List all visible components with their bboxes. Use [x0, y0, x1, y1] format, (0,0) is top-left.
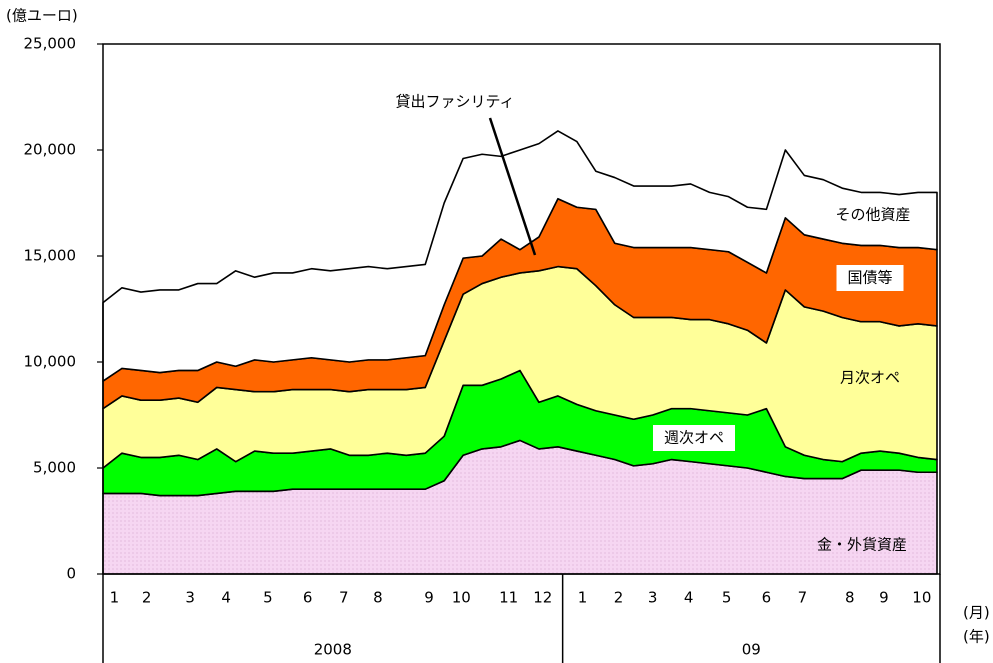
- x-tick-label: 7: [798, 589, 808, 607]
- y-tick-label: 15,000: [24, 247, 77, 265]
- annotation: 貸出ファシリティ: [395, 93, 514, 111]
- x-tick-label: 5: [263, 589, 273, 607]
- x-tick-label: 6: [762, 589, 772, 607]
- x-year-unit: (年): [963, 628, 990, 646]
- x-tick-label: 6: [303, 589, 313, 607]
- x-tick-label: 1: [578, 589, 588, 607]
- y-tick-label: 10,000: [24, 353, 77, 371]
- x-tick-label: 9: [879, 589, 889, 607]
- x-tick-label: 11: [499, 589, 518, 607]
- areas: [102, 130, 938, 575]
- x-tick-label: 4: [684, 589, 694, 607]
- x-tick-label: 9: [424, 589, 434, 607]
- series-label: 月次オペ: [840, 369, 900, 387]
- label-box: [836, 265, 904, 291]
- x-tick-label: 3: [185, 589, 195, 607]
- area: [102, 130, 938, 382]
- year-label: 2008: [314, 641, 352, 659]
- series-label: 週次オペ: [664, 429, 724, 447]
- x-month-unit: (月): [963, 604, 990, 622]
- y-tick-label: 25,000: [24, 35, 77, 53]
- y-unit: (億ユーロ): [6, 7, 78, 25]
- label-box: [653, 425, 735, 451]
- x-tick-label: 4: [221, 589, 231, 607]
- y-tick-label: 5,000: [33, 459, 76, 477]
- y-tick-label: 0: [66, 565, 76, 583]
- y-tick-label: 20,000: [24, 141, 77, 159]
- x-tick-label: 12: [533, 589, 552, 607]
- x-tick-label: 3: [648, 589, 658, 607]
- x-tick-label: 10: [912, 589, 931, 607]
- series-label: 金・外貨資産: [817, 536, 907, 554]
- x-tick-label: 2: [614, 589, 624, 607]
- series-label: 国債等: [847, 269, 892, 287]
- series-label: その他資産: [835, 206, 910, 224]
- x-tick-label: 1: [110, 589, 120, 607]
- x-tick-label: 5: [722, 589, 732, 607]
- x-tick-label: 8: [845, 589, 855, 607]
- annotation-arrow: [488, 117, 537, 256]
- x-tick-label: 7: [339, 589, 349, 607]
- year-label: 09: [742, 641, 761, 659]
- x-tick-label: 8: [373, 589, 383, 607]
- x-tick-label: 2: [142, 589, 152, 607]
- x-tick-label: 10: [452, 589, 471, 607]
- plot-frame: [102, 43, 941, 575]
